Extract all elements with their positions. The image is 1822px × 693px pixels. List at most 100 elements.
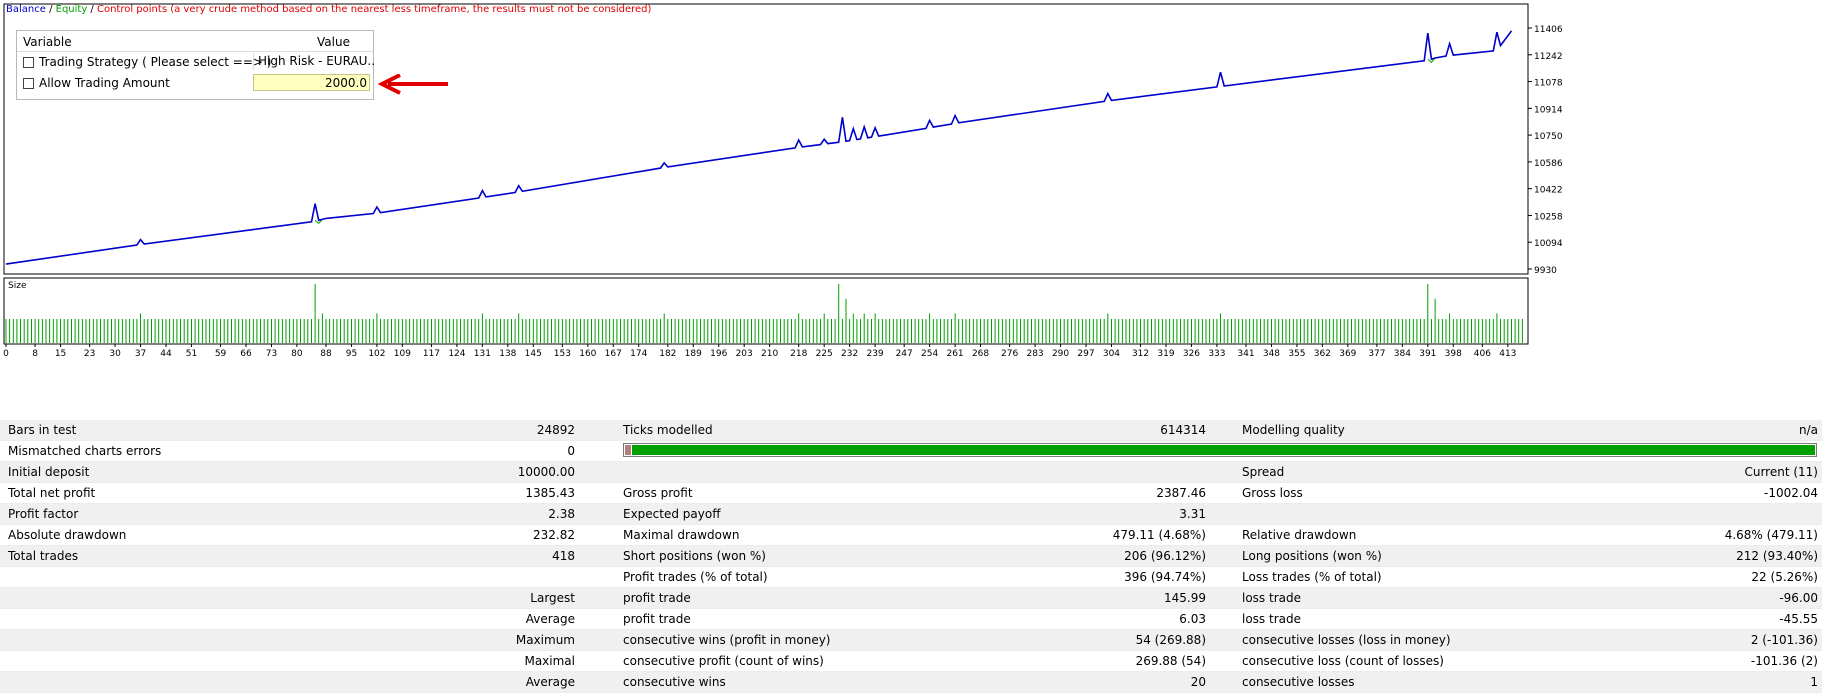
x-tick-label: 88 [320, 349, 332, 359]
report-cell-c4: 145.99 [1164, 591, 1206, 605]
report-cell-c5: Relative drawdown [1242, 528, 1357, 542]
balance-line [5, 30, 1513, 265]
x-tick-label: 95 [346, 349, 357, 359]
y-tick-label: 11406 [1534, 25, 1563, 35]
allow-trading-amount-label: Allow Trading Amount [39, 76, 170, 90]
x-tick-label: 413 [1499, 349, 1516, 359]
x-tick-label: 232 [841, 349, 858, 359]
header-value: Value [317, 35, 350, 49]
x-tick-label: 37 [135, 349, 146, 359]
x-tick-label: 174 [630, 349, 647, 359]
report-row: Initial deposit 10000.00 Spread Current (11… [0, 462, 1822, 483]
legend-control-points: Control points (a very crude method base… [96, 4, 652, 15]
report-cell-c6: 2 (-101.36) [1750, 633, 1818, 647]
legend-equity: Equity [55, 4, 88, 15]
report-cell-c2: 24892 [536, 423, 575, 437]
x-tick-label: 138 [499, 349, 516, 359]
x-tick-label: 80 [291, 349, 303, 359]
x-tick-label: 333 [1208, 349, 1225, 359]
report-cell-c6: 212 (93.40%) [1736, 549, 1818, 563]
x-tick-label: 167 [605, 349, 622, 359]
y-tick-label: 9930 [1534, 266, 1557, 276]
allow-trading-amount-checkbox[interactable] [23, 78, 34, 89]
report-cell-c1: Initial deposit [8, 465, 90, 479]
x-tick-label: 247 [896, 349, 913, 359]
report-cell-c3: Expected payoff [623, 507, 721, 521]
x-tick-label: 203 [736, 349, 753, 359]
red-arrow-icon [378, 74, 448, 95]
report-cell-c3: profit trade [623, 591, 691, 605]
x-tick-label: 297 [1077, 349, 1094, 359]
x-tick-label: 304 [1103, 349, 1120, 359]
report-row: Maximum consecutive wins (profit in money… [0, 630, 1822, 651]
report-cell-c3: profit trade [623, 612, 691, 626]
x-tick-label: 210 [761, 349, 778, 359]
x-tick-label: 196 [710, 349, 727, 359]
x-tick-label: 377 [1368, 349, 1385, 359]
x-tick-label: 15 [55, 349, 66, 359]
x-tick-label: 225 [816, 349, 833, 359]
report-cell-c5: Long positions (won %) [1242, 549, 1382, 563]
report-cell-c6: 4.68% (479.11) [1724, 528, 1818, 542]
legend-balance: Balance [6, 4, 46, 15]
report-cell-c5: consecutive losses (loss in money) [1242, 633, 1451, 647]
report-cell-c1r: Maximum [515, 633, 575, 647]
modelling-quality-bar [623, 443, 1817, 457]
report-cell-c2: 10000.00 [517, 465, 575, 479]
x-tick-label: 384 [1394, 349, 1411, 359]
x-tick-label: 102 [368, 349, 385, 359]
report-row: Largest profit trade 145.99 loss trade -96.0… [0, 588, 1822, 609]
x-tick-label: 30 [109, 349, 121, 359]
report-cell-c6: -1002.04 [1764, 486, 1818, 500]
report-cell-c2: 1385.43 [525, 486, 575, 500]
report-cell-c5: consecutive losses [1242, 675, 1355, 689]
x-tick-label: 319 [1157, 349, 1174, 359]
x-tick-label: 254 [921, 349, 938, 359]
x-tick-label: 153 [554, 349, 571, 359]
header-variable: Variable [23, 35, 72, 49]
report-cell-c3: Short positions (won %) [623, 549, 766, 563]
report-cell-c4: 54 (269.88) [1135, 633, 1206, 647]
report-cell-c5: Modelling quality [1242, 423, 1345, 437]
x-tick-label: 23 [84, 349, 95, 359]
report-cell-c4: 2387.46 [1156, 486, 1206, 500]
report-cell-c1: Mismatched charts errors [8, 444, 162, 458]
report-cell-c3: Gross profit [623, 486, 693, 500]
report-row: Profit trades (% of total) 396 (94.74%) Lo… [0, 567, 1822, 588]
bar-marker [625, 445, 631, 455]
equity-dip [314, 219, 323, 224]
report-cell-c4: 3.31 [1179, 507, 1206, 521]
report-cell-c6: -96.00 [1779, 591, 1818, 605]
x-tick-label: 124 [448, 349, 465, 359]
bar-fill [632, 445, 1815, 455]
report-cell-c1r: Average [525, 612, 575, 626]
x-tick-label: 398 [1445, 349, 1462, 359]
report-cell-c5: loss trade [1242, 612, 1301, 626]
report-cell-c4: 396 (94.74%) [1124, 570, 1206, 584]
input-row-trading-strategy: Trading Strategy ( Please select ==> ) H… [17, 52, 375, 73]
strategy-tester-graph: 11406 11242 11078 10914 10750 10586 10422 10258… [3, 3, 1563, 359]
x-tick-label: 261 [946, 349, 963, 359]
report-row: Mismatched charts errors 0 [0, 441, 1822, 462]
inputs-panel: Variable Value Trading Strategy ( Please… [16, 30, 375, 100]
y-tick-label: 10422 [1534, 186, 1563, 196]
x-tick-label: 341 [1237, 349, 1254, 359]
report-row: Bars in test 24892 Ticks modelled 614314 Mod… [0, 420, 1822, 441]
report-cell-c1r: Average [525, 675, 575, 689]
report-cell-c4: 269.88 (54) [1135, 654, 1206, 668]
y-tick-label: 10586 [1534, 159, 1563, 169]
x-tick-label: 218 [790, 349, 807, 359]
x-tick-label: 51 [186, 349, 197, 359]
report-row: Average profit trade 6.03 loss trade -45.55 [0, 609, 1822, 630]
report-cell-c2: 2.38 [548, 507, 575, 521]
report-cell-c4: 6.03 [1179, 612, 1206, 626]
report-cell-c6: 1 [1810, 675, 1818, 689]
y-tick-label: 11242 [1534, 52, 1563, 62]
trading-strategy-value[interactable]: High Risk - EURAU... [253, 53, 375, 70]
x-tick-label: 355 [1288, 349, 1305, 359]
report-cell-c5: consecutive loss (count of losses) [1242, 654, 1444, 668]
trading-strategy-checkbox[interactable] [23, 57, 34, 68]
y-tick-label: 10750 [1534, 132, 1563, 142]
allow-trading-amount-input[interactable]: 2000.0 [253, 74, 370, 91]
report-cell-c5: Gross loss [1242, 486, 1303, 500]
